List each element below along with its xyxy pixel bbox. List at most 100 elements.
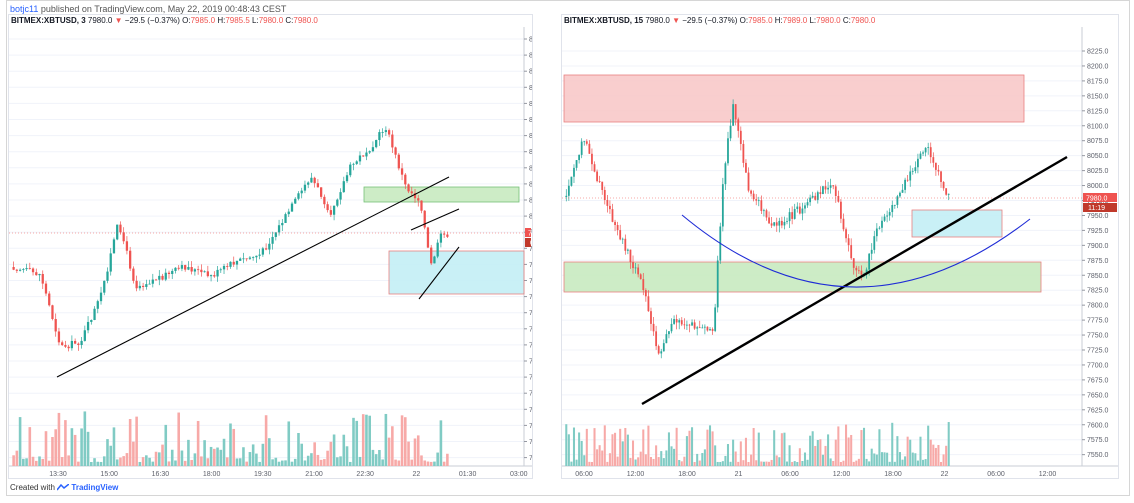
volume-bar [644, 454, 647, 466]
volume-bar [744, 437, 747, 466]
candle-body [732, 104, 735, 126]
volume-bar [280, 460, 284, 466]
candle-body [151, 279, 154, 284]
volume-bar [578, 432, 581, 466]
price-chart[interactable]: 8220.0 8200.0 8180.0 8160.0 8140.0 8120.0 8100… [9, 27, 532, 479]
candle-body [637, 267, 640, 275]
volume-bar [906, 436, 909, 466]
volume-bar [752, 428, 755, 466]
price-tick-label: 7575.0 [1087, 437, 1109, 444]
candle-body [580, 141, 583, 155]
close-value: 7980.0 [850, 16, 876, 25]
candle-body [22, 269, 25, 270]
tradingview-brand-link[interactable]: TradingView [71, 483, 119, 492]
time-axis: 13:30 15:00 16:30 18:00 19:30 21:00 22:30 22 01:… [49, 471, 527, 478]
symbol-label[interactable]: BITMEX:XBTUSD, 3 [11, 16, 86, 25]
volume-bar [760, 461, 763, 466]
candle-body [596, 171, 598, 182]
low-label: L: [809, 16, 817, 25]
last-price-tag [525, 228, 531, 237]
open-label: O: [739, 16, 749, 25]
candle-body [446, 234, 449, 237]
time-tick-label: 13:30 [49, 471, 67, 478]
volume-bar [845, 424, 848, 466]
candle-body [688, 324, 691, 326]
volume-bar [90, 461, 93, 466]
volume-bar [703, 449, 706, 466]
volume-bar [119, 457, 122, 466]
candle-body [103, 280, 106, 293]
volume-bar [688, 430, 691, 466]
candle-body [15, 269, 18, 271]
volume-bar [565, 424, 568, 466]
candle-body [824, 186, 827, 190]
candle-body [657, 346, 660, 354]
volume-bar [939, 461, 943, 466]
price-tick-label: 7720.0 [529, 439, 532, 446]
candle-body [588, 143, 591, 154]
candle-body [209, 275, 213, 277]
price-chart[interactable]: 8225.0 8200.0 8175.0 8150.0 8125.0 8100.0 8075… [562, 27, 1118, 479]
candle-body [417, 198, 420, 201]
candle-body [112, 239, 116, 254]
time-tick-label: 15:00 [100, 471, 118, 478]
candle-body [909, 171, 912, 181]
price-tick-label: 8150.0 [1087, 93, 1109, 100]
symbol-label[interactable]: BITMEX:XBTUSD, 15 [564, 16, 644, 25]
candle-body [819, 192, 822, 194]
candle-body [809, 197, 812, 203]
trendline [56, 176, 450, 378]
chart-pane-3min[interactable]: BITMEX:XBTUSD, 3 7980.0 ▼ −29.5 (−0.37%)… [8, 14, 533, 479]
price-tick-label: 8040.0 [529, 181, 532, 188]
candle-body [371, 147, 375, 152]
volume-bar [332, 434, 336, 466]
volume-bar [642, 429, 645, 466]
volume-bar [865, 458, 868, 466]
volume-bar [423, 460, 427, 466]
candle-body [90, 320, 93, 322]
last-price-tag-label: 7980.0 [1086, 196, 1108, 203]
volume-bar [229, 423, 232, 466]
candle-body [12, 267, 15, 270]
candle-body [129, 250, 132, 269]
candle-body [791, 212, 794, 219]
volume-bar [886, 452, 889, 466]
author-link[interactable]: botjc11 [10, 4, 39, 14]
volume-bar [798, 448, 801, 466]
volume-bar [739, 441, 742, 466]
price-tick-label: 7760.0 [529, 407, 532, 414]
volume-bar [365, 414, 368, 466]
volume-bar [857, 458, 860, 466]
candle-body [300, 190, 303, 194]
time-tick-label: 12:00 [1039, 471, 1057, 478]
candle-body [404, 174, 407, 185]
volume-bar [378, 449, 381, 466]
candle-body [303, 184, 307, 191]
trendline [641, 155, 1068, 406]
volume-bar [583, 455, 586, 466]
candle-body [855, 267, 858, 271]
volume-bar [141, 457, 145, 466]
candle-body [132, 268, 135, 281]
candle-body [614, 221, 616, 226]
candle-body [755, 199, 758, 201]
candle-body [652, 323, 655, 332]
volume-bar [70, 428, 74, 466]
candle-body [358, 155, 362, 162]
price-tick-label: 7775.0 [1087, 318, 1109, 325]
volume-bar [898, 452, 901, 466]
footer-prefix: Created with [10, 483, 55, 492]
chart-pane-15min[interactable]: BITMEX:XBTUSD, 15 7980.0 ▼ −29.5 (−0.37%… [561, 14, 1119, 479]
candles [12, 126, 449, 352]
candle-body [252, 257, 255, 259]
candle-body [397, 154, 400, 169]
volume-bar [852, 461, 855, 466]
price-tick-label: 7750.0 [1087, 333, 1109, 340]
candle-body [203, 271, 206, 273]
volume-bar [937, 444, 940, 466]
candle-body [875, 228, 878, 237]
candle-body [184, 265, 187, 270]
candle-body [711, 329, 714, 331]
candle-body [709, 329, 711, 331]
time-tick-label: 03:00 [510, 471, 528, 478]
